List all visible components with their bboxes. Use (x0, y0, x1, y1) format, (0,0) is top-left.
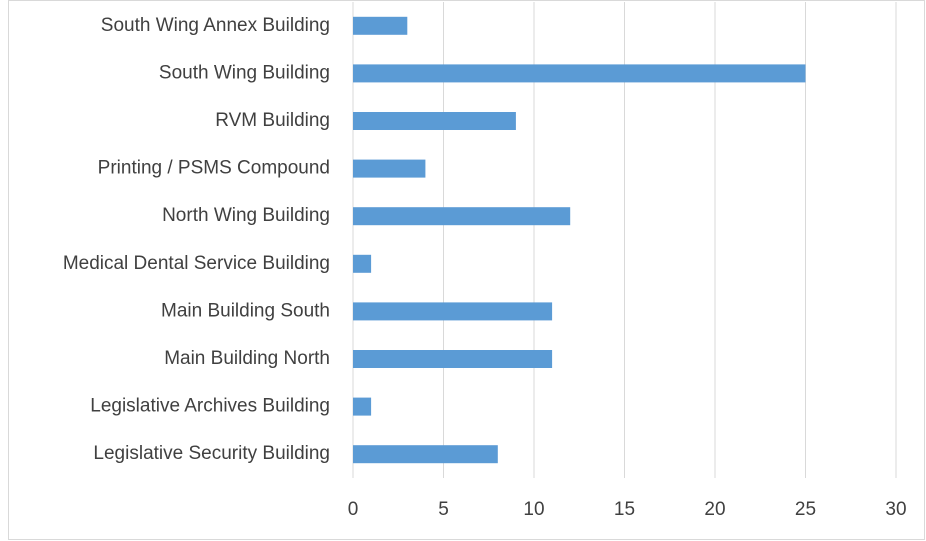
bar (353, 302, 553, 321)
x-tick-label: 5 (438, 499, 449, 520)
x-tick-label: 10 (523, 499, 544, 520)
x-tick-label: 15 (614, 499, 635, 520)
bar (353, 16, 408, 35)
y-tick-label: South Wing Annex Building (101, 15, 330, 36)
x-tick-label: 25 (795, 499, 816, 520)
bar (353, 350, 553, 368)
bar (353, 159, 426, 178)
bar (353, 445, 498, 464)
x-tick-label: 30 (885, 499, 906, 520)
y-tick-label: Legislative Archives Building (90, 396, 330, 417)
x-tick-label: 0 (348, 499, 359, 520)
y-tick-label: Main Building North (164, 348, 330, 369)
bar (353, 254, 372, 273)
bar (353, 112, 516, 130)
y-tick-label: Legislative Security Building (93, 443, 330, 464)
y-tick-label: South Wing Building (159, 62, 330, 83)
y-tick-label: Main Building South (161, 300, 330, 321)
bar (353, 397, 372, 416)
y-tick-label: North Wing Building (162, 205, 330, 226)
bar (353, 207, 571, 226)
bar (353, 64, 806, 83)
x-tick-label: 20 (704, 499, 725, 520)
y-tick-label: Medical Dental Service Building (63, 253, 330, 274)
y-tick-label: RVM Building (215, 110, 330, 131)
y-tick-label: Printing / PSMS Compound (98, 158, 330, 179)
